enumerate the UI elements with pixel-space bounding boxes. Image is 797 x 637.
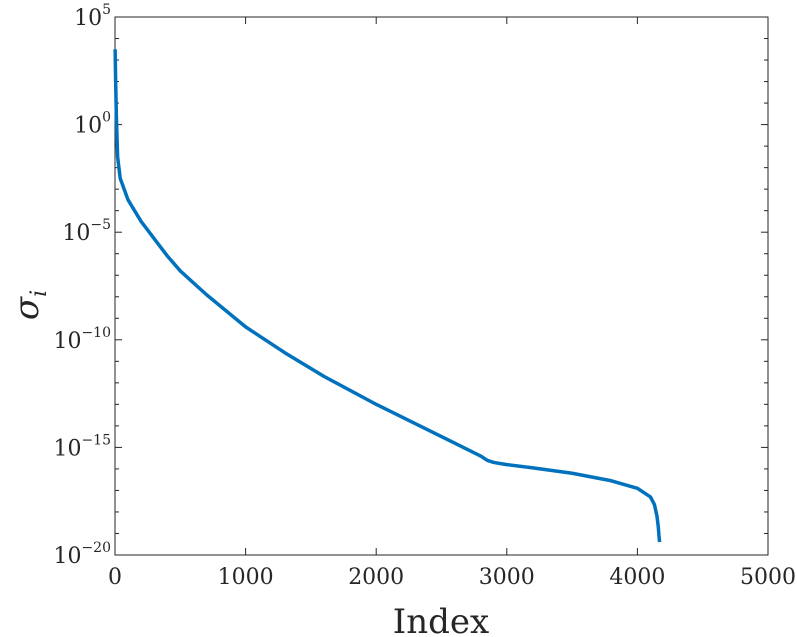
- x-tick-label: 4000: [609, 565, 665, 590]
- y-tick-label-base: 10: [53, 544, 81, 569]
- y-axis-label-subscript: i: [27, 290, 52, 297]
- y-tick-label-exponent: −5: [90, 217, 111, 233]
- x-tick-label: 3000: [479, 565, 535, 590]
- y-tick-label-base: 10: [62, 221, 90, 246]
- y-tick-label-base: 10: [74, 6, 102, 31]
- y-axis-label: σi: [7, 290, 52, 320]
- y-tick-label: 100: [74, 110, 111, 139]
- x-tick-label: 5000: [740, 565, 796, 590]
- plot-area: [114, 16, 769, 556]
- y-tick-label: 10−5: [62, 217, 111, 246]
- y-tick-label-exponent: −20: [81, 540, 111, 556]
- y-tick-label-exponent: −15: [81, 432, 111, 448]
- x-tick-label: 2000: [348, 565, 404, 590]
- y-tick-label-base: 10: [74, 114, 102, 139]
- y-tick-label: 10−10: [53, 325, 111, 354]
- x-tick-labels: 0 1000 2000 3000 4000 5000: [108, 565, 796, 590]
- x-tick-label: 0: [108, 565, 122, 590]
- ticks: [114, 16, 769, 556]
- x-tick-label: 1000: [218, 565, 274, 590]
- x-axis-label: Index: [393, 602, 489, 637]
- y-tick-label: 10−20: [53, 540, 111, 569]
- y-axis-label-base: σ: [7, 296, 47, 320]
- y-tick-label-exponent: 0: [102, 110, 111, 126]
- y-tick-label: 105: [74, 2, 111, 31]
- y-tick-label-exponent: 5: [102, 2, 111, 18]
- series-line: [113, 49, 662, 543]
- y-tick-label-base: 10: [53, 329, 81, 354]
- y-tick-label: 10−15: [53, 432, 111, 461]
- series-layer: [113, 49, 662, 543]
- y-tick-label-base: 10: [53, 436, 81, 461]
- y-tick-label-exponent: −10: [81, 325, 111, 341]
